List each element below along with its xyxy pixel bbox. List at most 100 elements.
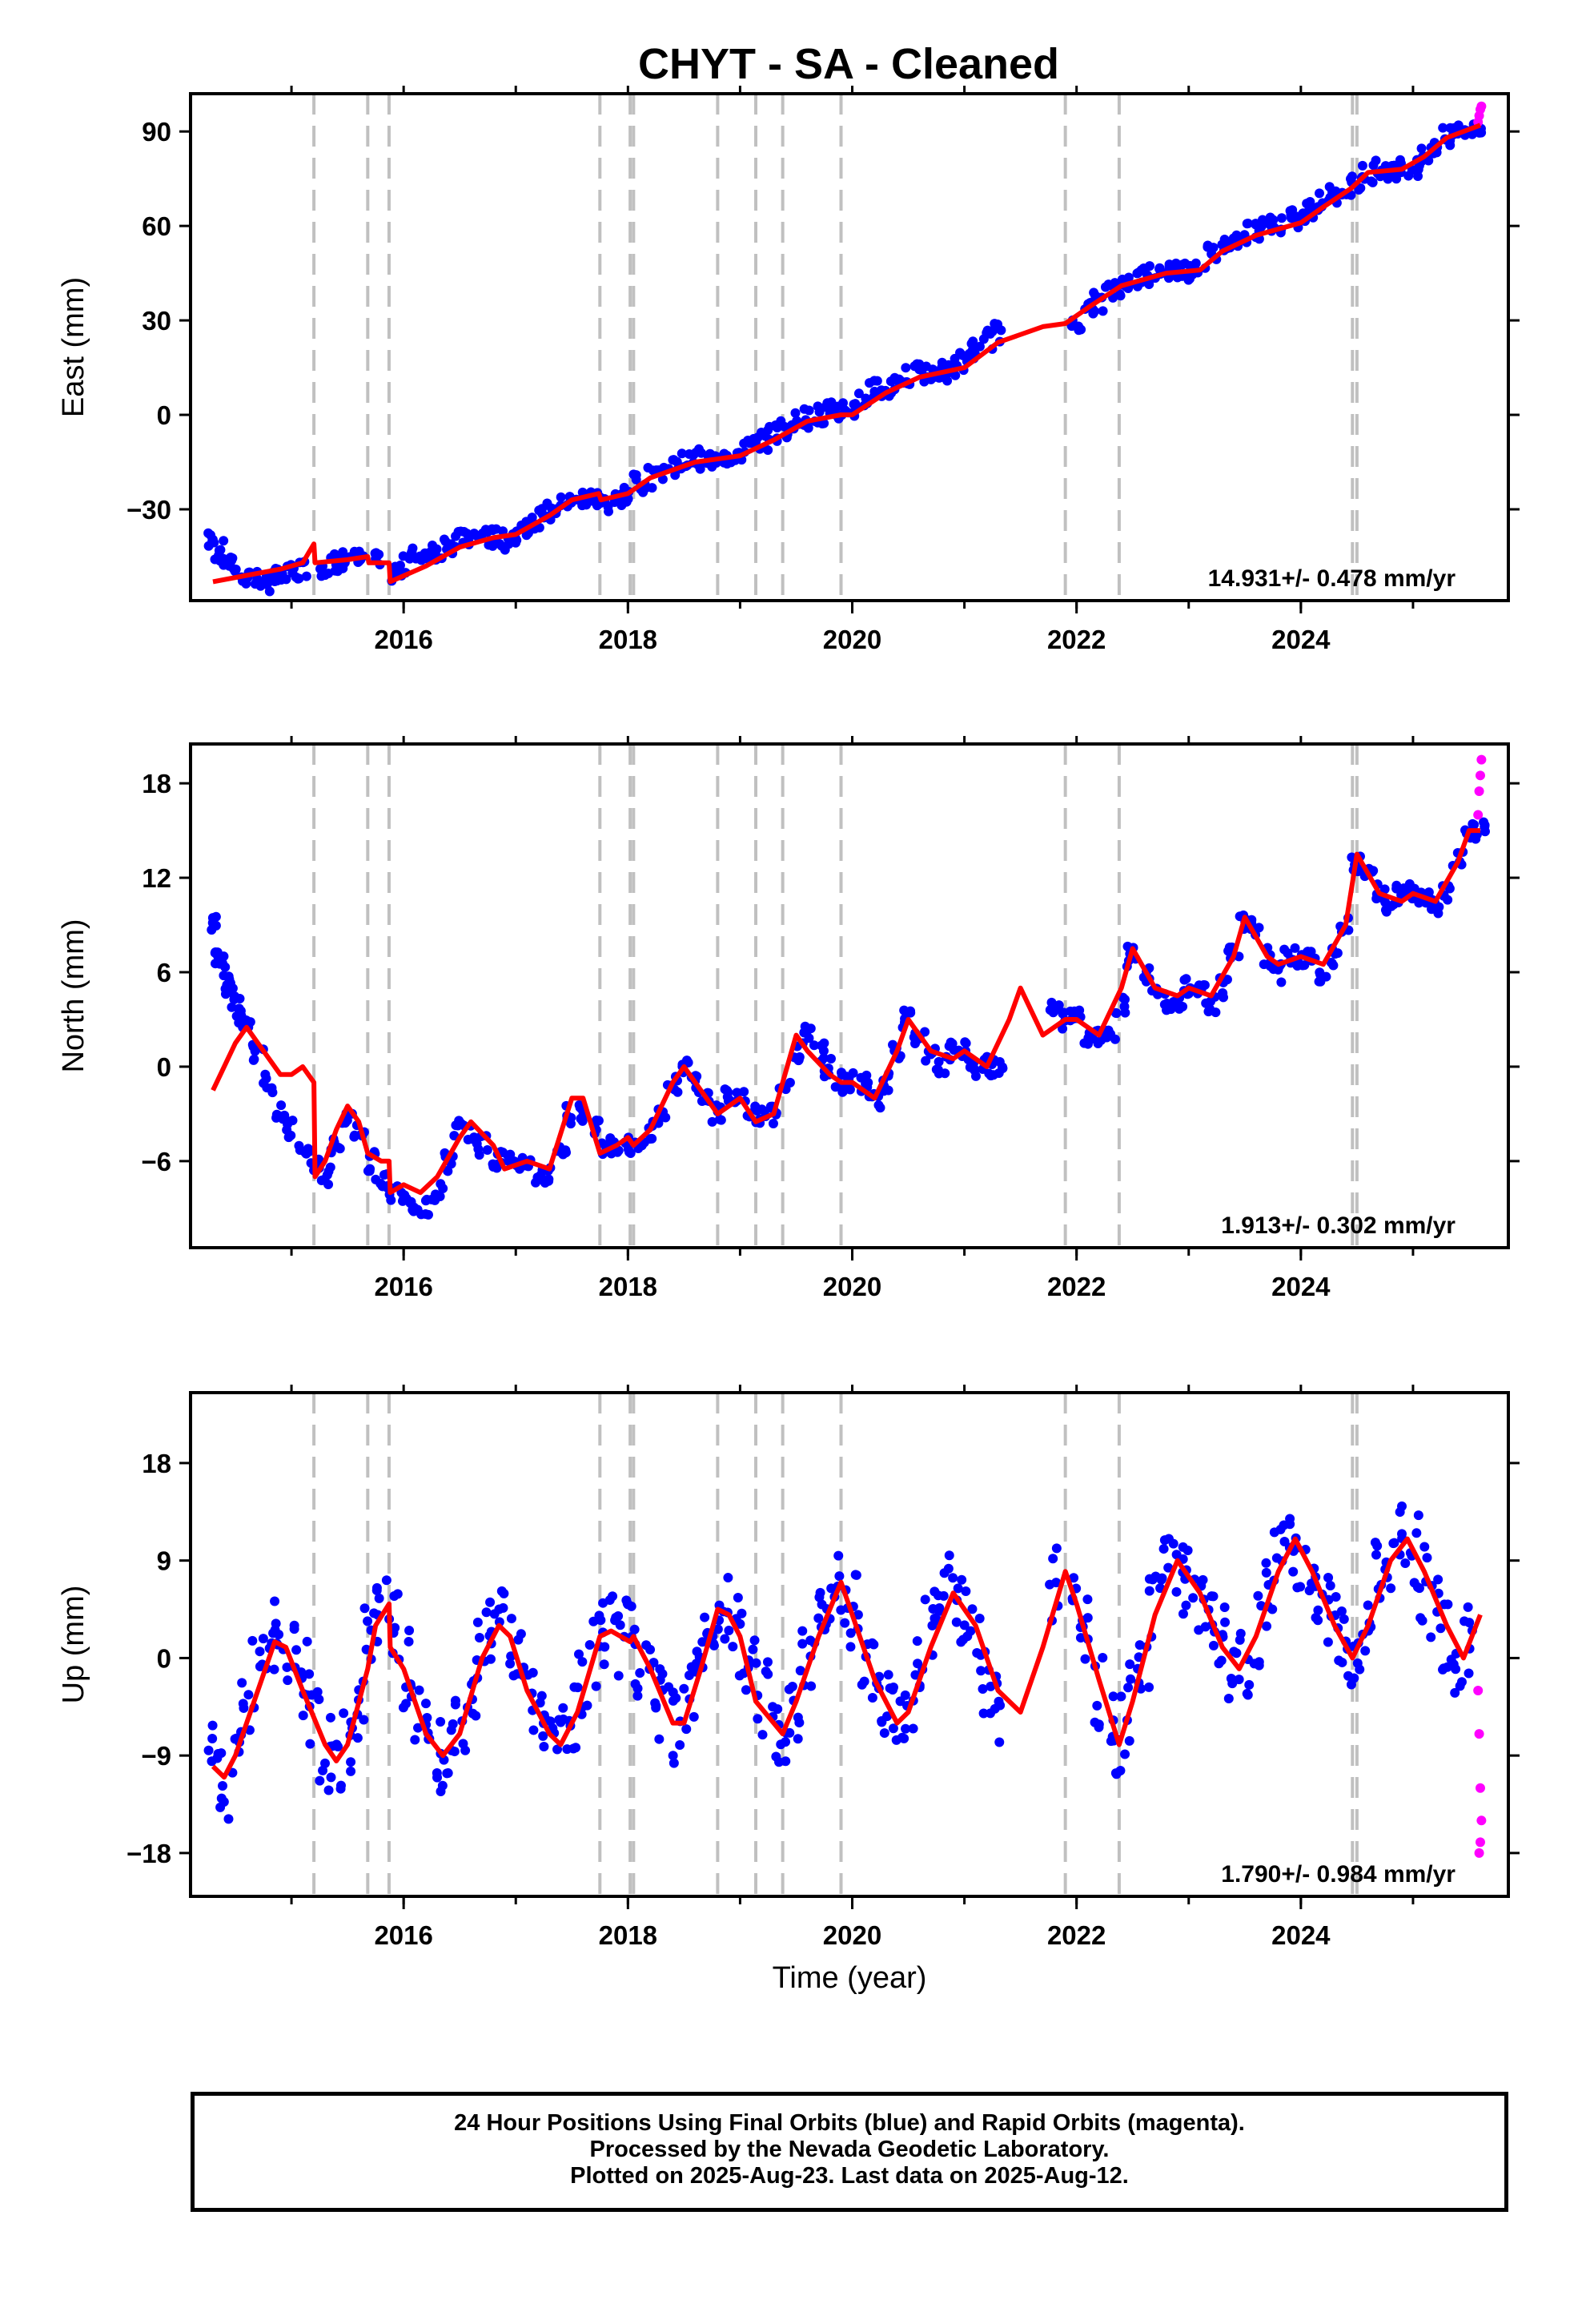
data-point bbox=[1145, 261, 1155, 271]
data-point bbox=[978, 334, 989, 344]
data-point bbox=[239, 1703, 249, 1713]
data-point bbox=[1475, 1837, 1485, 1848]
data-point bbox=[613, 1610, 624, 1621]
velocity-label: 14.931+/- 0.478 mm/yr bbox=[1208, 565, 1456, 592]
data-point bbox=[422, 1712, 432, 1723]
data-point bbox=[1416, 143, 1427, 154]
data-point bbox=[1313, 1615, 1323, 1626]
data-point bbox=[757, 1730, 768, 1740]
data-point bbox=[482, 1145, 492, 1156]
data-point bbox=[389, 1590, 400, 1601]
data-point bbox=[450, 1695, 460, 1706]
data-point bbox=[1391, 174, 1402, 184]
data-point bbox=[768, 1702, 778, 1712]
data-point bbox=[976, 1666, 986, 1676]
data-point bbox=[535, 1698, 545, 1708]
data-point bbox=[379, 1170, 389, 1180]
data-point bbox=[944, 1550, 954, 1561]
y-tick-label: −30 bbox=[126, 495, 171, 525]
data-point bbox=[1262, 1621, 1272, 1631]
data-point bbox=[1111, 1008, 1122, 1019]
data-point bbox=[1123, 272, 1134, 283]
data-point bbox=[790, 408, 801, 418]
data-point bbox=[733, 1592, 743, 1602]
data-point bbox=[291, 1645, 302, 1655]
caption-line-3: Plotted on 2025-Aug-23. Last data on 202… bbox=[570, 2163, 1129, 2189]
data-point bbox=[1090, 306, 1100, 316]
data-point bbox=[323, 1180, 334, 1190]
data-point bbox=[748, 1644, 758, 1655]
data-point bbox=[1120, 1749, 1130, 1759]
data-point bbox=[1206, 996, 1216, 1007]
data-point bbox=[714, 1114, 725, 1124]
data-point bbox=[538, 1731, 548, 1741]
x-tick-label: 2024 bbox=[1271, 1272, 1331, 1301]
y-axis-label: North (mm) bbox=[57, 919, 90, 1072]
data-point bbox=[481, 1607, 492, 1618]
panel-east: −30 0 30 60 90 2016 2018 2020 2022 2024 East (mm) 1… bbox=[57, 86, 1520, 654]
data-point bbox=[1299, 960, 1310, 971]
data-point bbox=[432, 1772, 443, 1783]
data-point bbox=[720, 1634, 730, 1644]
data-point bbox=[558, 1703, 568, 1713]
data-point bbox=[1229, 1647, 1239, 1657]
data-point bbox=[861, 1079, 871, 1089]
data-point bbox=[1422, 1553, 1432, 1563]
data-point bbox=[304, 1669, 315, 1679]
data-point bbox=[274, 1630, 284, 1640]
data-point bbox=[544, 1174, 554, 1184]
data-point bbox=[1074, 1005, 1085, 1015]
data-point bbox=[972, 1647, 982, 1658]
data-point bbox=[216, 1748, 227, 1759]
data-point bbox=[1144, 1682, 1154, 1692]
data-point bbox=[1395, 1507, 1405, 1518]
x-tick-label: 2024 bbox=[1271, 625, 1331, 654]
data-point bbox=[768, 1119, 778, 1129]
data-point bbox=[243, 1690, 254, 1700]
data-point bbox=[262, 580, 272, 590]
data-point bbox=[920, 1594, 930, 1605]
data-point bbox=[901, 363, 911, 373]
data-point bbox=[1074, 321, 1084, 332]
data-point bbox=[410, 1735, 420, 1745]
data-point bbox=[511, 537, 521, 548]
data-point bbox=[1058, 1023, 1068, 1034]
data-point bbox=[657, 1669, 668, 1679]
data-point bbox=[809, 1040, 819, 1051]
data-point bbox=[558, 1149, 568, 1160]
data-point bbox=[1443, 895, 1453, 905]
data-point bbox=[498, 1602, 508, 1613]
data-point bbox=[282, 1124, 292, 1135]
data-point bbox=[1156, 1574, 1166, 1585]
data-point bbox=[496, 1586, 507, 1596]
data-point bbox=[1354, 184, 1364, 195]
data-point bbox=[1325, 1580, 1335, 1590]
data-point bbox=[545, 1716, 556, 1727]
data-point bbox=[572, 1683, 583, 1693]
data-point bbox=[864, 378, 874, 388]
data-point bbox=[574, 1100, 584, 1110]
velocity-label: 1.913+/- 0.302 mm/yr bbox=[1221, 1212, 1456, 1239]
y-tick-label: 0 bbox=[157, 1052, 171, 1082]
data-point bbox=[449, 1747, 460, 1757]
data-point bbox=[948, 1573, 958, 1583]
data-point bbox=[1476, 101, 1487, 111]
data-point bbox=[899, 1733, 909, 1743]
data-point bbox=[1227, 1679, 1238, 1689]
data-point bbox=[912, 1636, 922, 1647]
data-point bbox=[900, 1690, 910, 1700]
data-point bbox=[681, 1724, 692, 1735]
data-point bbox=[805, 1023, 816, 1034]
data-point bbox=[1223, 1694, 1234, 1704]
data-point bbox=[813, 401, 823, 412]
data-point bbox=[270, 1596, 280, 1606]
data-point bbox=[1336, 1606, 1347, 1617]
data-point bbox=[942, 360, 953, 371]
data-point bbox=[1426, 1632, 1436, 1642]
data-point bbox=[875, 1103, 885, 1113]
data-point bbox=[474, 1633, 484, 1643]
data-point bbox=[1108, 1691, 1118, 1702]
data-point bbox=[577, 1657, 588, 1667]
x-tick-label: 2020 bbox=[823, 1272, 881, 1301]
data-point bbox=[420, 548, 430, 558]
